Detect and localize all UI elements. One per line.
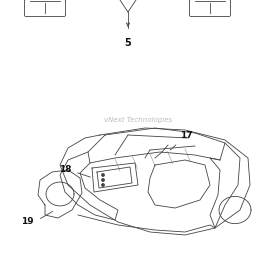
Circle shape [102, 174, 104, 176]
Circle shape [102, 184, 104, 186]
FancyBboxPatch shape [24, 0, 66, 17]
Text: 17: 17 [180, 131, 193, 140]
Text: 5: 5 [125, 38, 131, 48]
FancyBboxPatch shape [189, 0, 231, 17]
Text: 19: 19 [21, 217, 34, 227]
Text: 18: 18 [60, 165, 72, 174]
Text: vNext Technologies: vNext Technologies [104, 117, 172, 123]
Circle shape [102, 179, 104, 181]
